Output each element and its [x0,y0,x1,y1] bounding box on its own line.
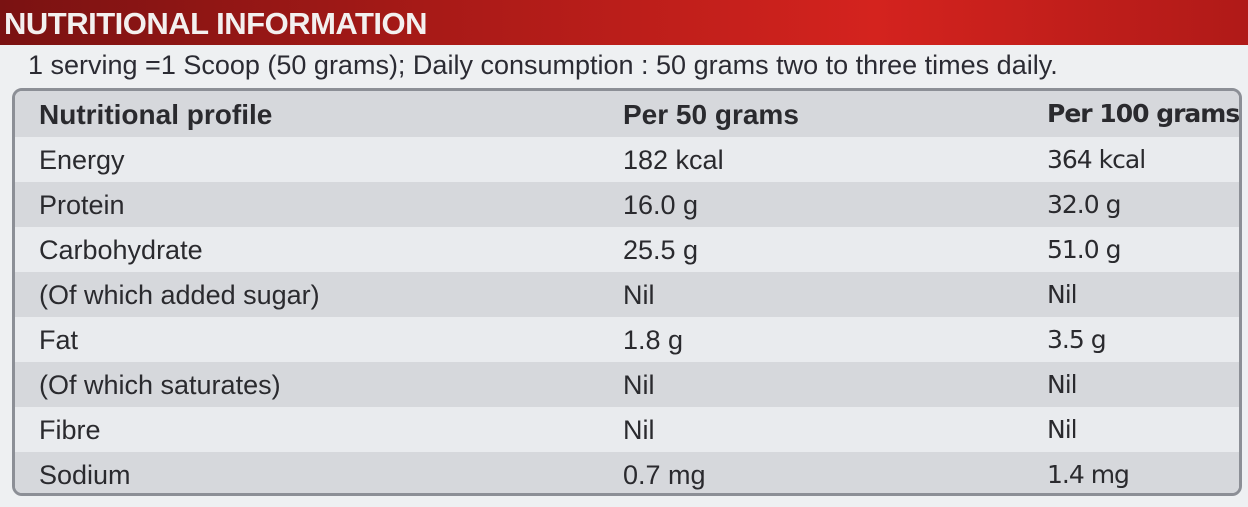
cell: 3.5 g [1047,325,1107,354]
table-row: (Of which saturates) Nil Nil [15,362,1239,407]
cell: 1.8 g [623,325,684,355]
table-row: Energy 182 kcal 364 kcal [15,137,1239,182]
table-row: Protein 16.0 g 32.0 g [15,182,1239,227]
table-row: (Of which added sugar) Nil Nil [15,272,1239,317]
cell: Carbohydrate [39,235,203,265]
table-row: Sodium 0.7 mg 1.4 mg [15,452,1239,493]
cell: Fibre [39,415,101,445]
cell: (Of which saturates) [39,370,281,400]
cell: 25.5 g [623,235,699,265]
cell: Protein [39,190,125,220]
cell: Sodium [39,460,131,490]
table-row: Fibre Nil Nil [15,407,1239,452]
cell: (Of which added sugar) [39,280,320,310]
table-row: Carbohydrate 25.5 g 51.0 g [15,227,1239,272]
cell: 364 kcal [1047,145,1146,174]
cell: 16.0 g [623,190,699,220]
cell: 0.7 mg [623,460,706,490]
cell: Nutritional profile [39,99,273,130]
cell: 1.4 mg [1047,460,1130,489]
header-row: Nutritional profile Per 50 grams Per 100 g… [15,91,1239,137]
cell: Nil [623,280,655,310]
nutrition-table: Nutritional profile Per 50 grams Per 100 g… [12,88,1242,496]
cell: Nil [623,370,655,400]
cell: Nil [623,415,655,445]
table-row: Fat 1.8 g 3.5 g [15,317,1239,362]
cell: Nil [1047,370,1078,399]
cell: Energy [39,145,125,175]
cell: Fat [39,325,79,355]
cell: Per 100 grams [1047,99,1240,128]
cell: 51.0 g [1047,235,1121,264]
serving-note: 1 serving =1 Scoop (50 grams); Daily con… [28,50,1058,80]
cell: 32.0 g [1047,190,1121,219]
cell: Nil [1047,415,1078,444]
title: NUTRITIONAL INFORMATION [4,6,428,41]
header-bar: NUTRITIONAL INFORMATION [0,0,1248,45]
cell: Per 50 grams [623,99,799,130]
cell: 182 kcal [623,145,724,175]
cell: Nil [1047,280,1078,309]
